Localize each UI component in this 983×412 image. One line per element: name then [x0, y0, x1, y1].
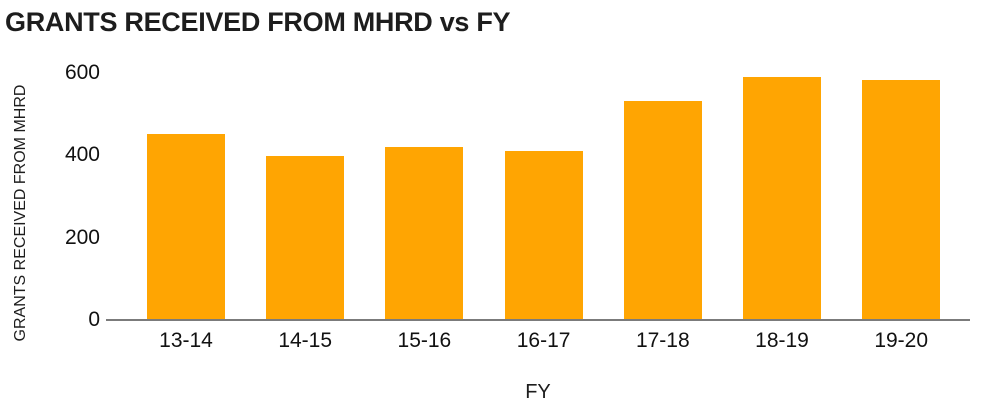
x-tick-label-17-18: 17-18	[635, 329, 690, 352]
x-tick-label-18-19: 18-19	[755, 329, 809, 352]
plot-area	[106, 72, 970, 320]
y-tick-label-600: 600	[64, 60, 100, 84]
y-axis-tick-labels: 0 200 400 600	[0, 0, 100, 412]
x-tick-label-14-15: 14-15	[278, 329, 333, 352]
bar-18-19	[743, 77, 821, 320]
bar-16-17	[504, 150, 583, 320]
x-axis-title: FY	[525, 381, 551, 403]
y-tick-label-0: 0	[88, 308, 100, 331]
x-tick-label-19-20: 19-20	[874, 329, 929, 352]
x-tick-label-13-14: 13-14	[159, 329, 213, 352]
bar-19-20	[862, 79, 941, 320]
bar-15-16	[385, 146, 464, 320]
bar-17-18	[623, 101, 702, 320]
y-tick-label-400: 400	[64, 143, 100, 166]
bar-13-14	[147, 134, 225, 320]
chart-title: GRANTS RECEIVED FROM MHRD vs FY	[5, 7, 511, 37]
bar-14-15	[266, 155, 345, 320]
x-axis-line	[106, 319, 970, 321]
x-tick-label-15-16: 15-16	[397, 329, 452, 352]
x-tick-label-16-17: 16-17	[516, 329, 571, 352]
y-tick-label-200: 200	[64, 225, 100, 249]
